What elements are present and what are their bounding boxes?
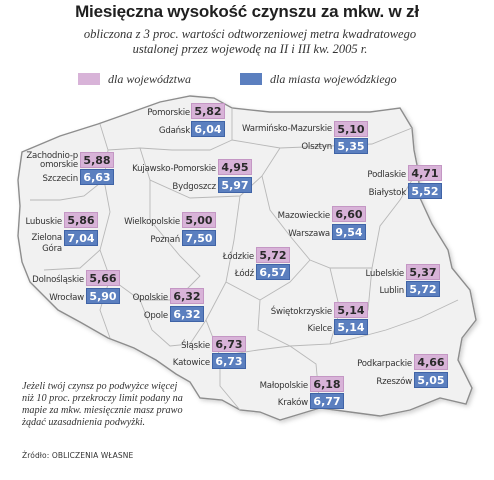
city-label-rzeszow: Rzeszów (376, 377, 412, 387)
voivodeship-label-slaskie: Śląskie (181, 341, 210, 351)
voivodeship-value-dolnoslaskie: 5,66 (86, 270, 120, 286)
border-podkarpackie (329, 299, 459, 345)
subtitle-line-2: ustalonej przez wojewodę na II i III kw.… (132, 42, 368, 56)
voivodeship-value-lubelskie: 5,37 (406, 264, 440, 280)
voivodeship-label-swietokrzyskie: Świętokrzyskie (270, 307, 332, 317)
voivodeship-label-zachodniopomorskie: Zachodnio-pomorskie (26, 151, 78, 170)
city-label-lublin: Lublin (379, 286, 404, 296)
city-label-lodz: Łódź (234, 269, 254, 279)
voivodeship-label-pomorskie: Pomorskie (147, 108, 190, 118)
legend-city-label: dla miasta wojewódzkiego (270, 71, 397, 86)
border-warminsko (231, 127, 413, 149)
city-label-bydgoszcz: Bydgoszcz (172, 182, 216, 192)
city-value-zielona-gora: 7,04 (64, 230, 98, 246)
source-credit: Źródło: OBLICZENIA WŁASNE (22, 451, 134, 460)
city-label-szczecin: Szczecin (42, 174, 79, 184)
voivodeship-label-warminsko-mazurskie: Warmińsko-Mazurskie (242, 124, 332, 134)
voivodeship-label-podkarpackie: Podkarpackie (357, 359, 412, 369)
voivodeship-label-lodzkie: Łódzkie (222, 252, 255, 262)
city-label-opole: Opole (143, 311, 168, 321)
border-kujawsko (139, 147, 281, 199)
city-label-kielce: Kielce (307, 324, 332, 334)
voivodeship-value-mazowieckie: 6,60 (332, 206, 366, 222)
city-value-poznan: 7,50 (182, 230, 216, 246)
city-value-krakow: 6,77 (310, 393, 344, 409)
city-value-lublin: 5,72 (406, 281, 440, 297)
voivodeship-label-wielkopolskie: Wielkopolskie (124, 217, 180, 227)
city-value-bydgoszcz: 5,97 (218, 177, 252, 193)
border-lodzkie (225, 195, 311, 301)
voivodeship-label-lubelskie: Lubelskie (365, 269, 404, 279)
border-opolskie (139, 281, 227, 347)
legend-city-swatch (240, 73, 262, 85)
voivodeship-value-malopolskie: 6,18 (310, 376, 344, 392)
city-label-bialystok: Białystok (368, 188, 407, 198)
city-value-rzeszow: 5,05 (414, 372, 448, 388)
voivodeship-value-swietokrzyskie: 5,14 (334, 302, 368, 318)
country-outline (17, 95, 477, 421)
city-value-olsztyn: 5,35 (334, 138, 368, 154)
city-value-lodz: 6,57 (256, 264, 290, 280)
city-value-kielce: 5,14 (334, 319, 368, 335)
border-pomorskie (107, 108, 233, 151)
page-title: Miesięczna wysokość czynszu za mkw. w zł (75, 2, 419, 21)
legend-voivodeship: dla województwa (78, 72, 191, 86)
legend-city: dla miasta wojewódzkiego (240, 72, 397, 86)
voivodeship-value-podkarpackie: 4,66 (414, 354, 448, 370)
voivodeship-label-dolnoslaskie: Dolnośląskie (32, 275, 84, 285)
city-label-gdansk: Gdańsk (158, 126, 190, 136)
subtitle: obliczona z 3 proc. wartości odtworzenio… (30, 27, 470, 57)
city-value-opole: 6,32 (170, 306, 204, 322)
voivodeship-label-lubuskie: Lubuskie (25, 217, 62, 227)
city-label-olsztyn: Olsztyn (301, 142, 332, 152)
city-label-katowice: Katowice (172, 358, 210, 368)
subtitle-line-1: obliczona z 3 proc. wartości odtworzenio… (83, 27, 417, 41)
voivodeship-value-slaskie: 6,73 (212, 336, 246, 352)
voivodeship-value-kujawsko-pomorskie: 4,95 (218, 159, 252, 175)
border-zachodniopomorskie (30, 123, 109, 201)
voivodeship-label-podlaskie: Podlaskie (367, 170, 406, 180)
city-label-poznan: Poznań (150, 235, 180, 245)
city-value-wroclaw: 5,90 (86, 288, 120, 304)
city-label-wroclaw: Wrocław (49, 293, 84, 303)
city-value-warszawa: 9,54 (332, 224, 366, 240)
city-value-katowice: 6,73 (212, 353, 246, 369)
voivodeship-label-kujawsko-pomorskie: Kujawsko-Pomorskie (132, 164, 216, 174)
city-label-krakow: Kraków (277, 398, 308, 408)
voivodeship-value-lubuskie: 5,86 (64, 212, 98, 228)
voivodeship-value-pomorskie: 5,82 (191, 103, 225, 119)
info-note: Jeżeli twój czynsz po podwyżce więcej ni… (22, 381, 183, 428)
voivodeship-value-wielkopolskie: 5,00 (182, 212, 216, 228)
voivodeship-value-zachodniopomorskie: 5,88 (80, 152, 114, 168)
city-label-zielona-gora: Zielona Góra (31, 233, 62, 254)
voivodeship-label-opolskie: Opolskie (132, 293, 169, 303)
voivodeship-label-malopolskie: Małopolskie (259, 381, 309, 391)
voivodeship-value-opolskie: 6,32 (170, 288, 204, 304)
city-value-szczecin: 6,63 (80, 169, 114, 185)
city-value-gdansk: 6,04 (191, 121, 225, 137)
voivodeship-value-lodzkie: 5,72 (256, 247, 290, 263)
voivodeship-label-mazowieckie: Mazowieckie (277, 211, 331, 221)
city-label-warszawa: Warszawa (288, 229, 330, 239)
legend-voivodeship-label: dla województwa (108, 71, 192, 86)
city-value-bialystok: 5,52 (408, 183, 442, 199)
voivodeship-value-podlaskie: 4,71 (408, 165, 442, 181)
voivodeship-value-warminsko-mazurskie: 5,10 (334, 121, 368, 137)
legend-voivodeship-swatch (78, 73, 100, 85)
